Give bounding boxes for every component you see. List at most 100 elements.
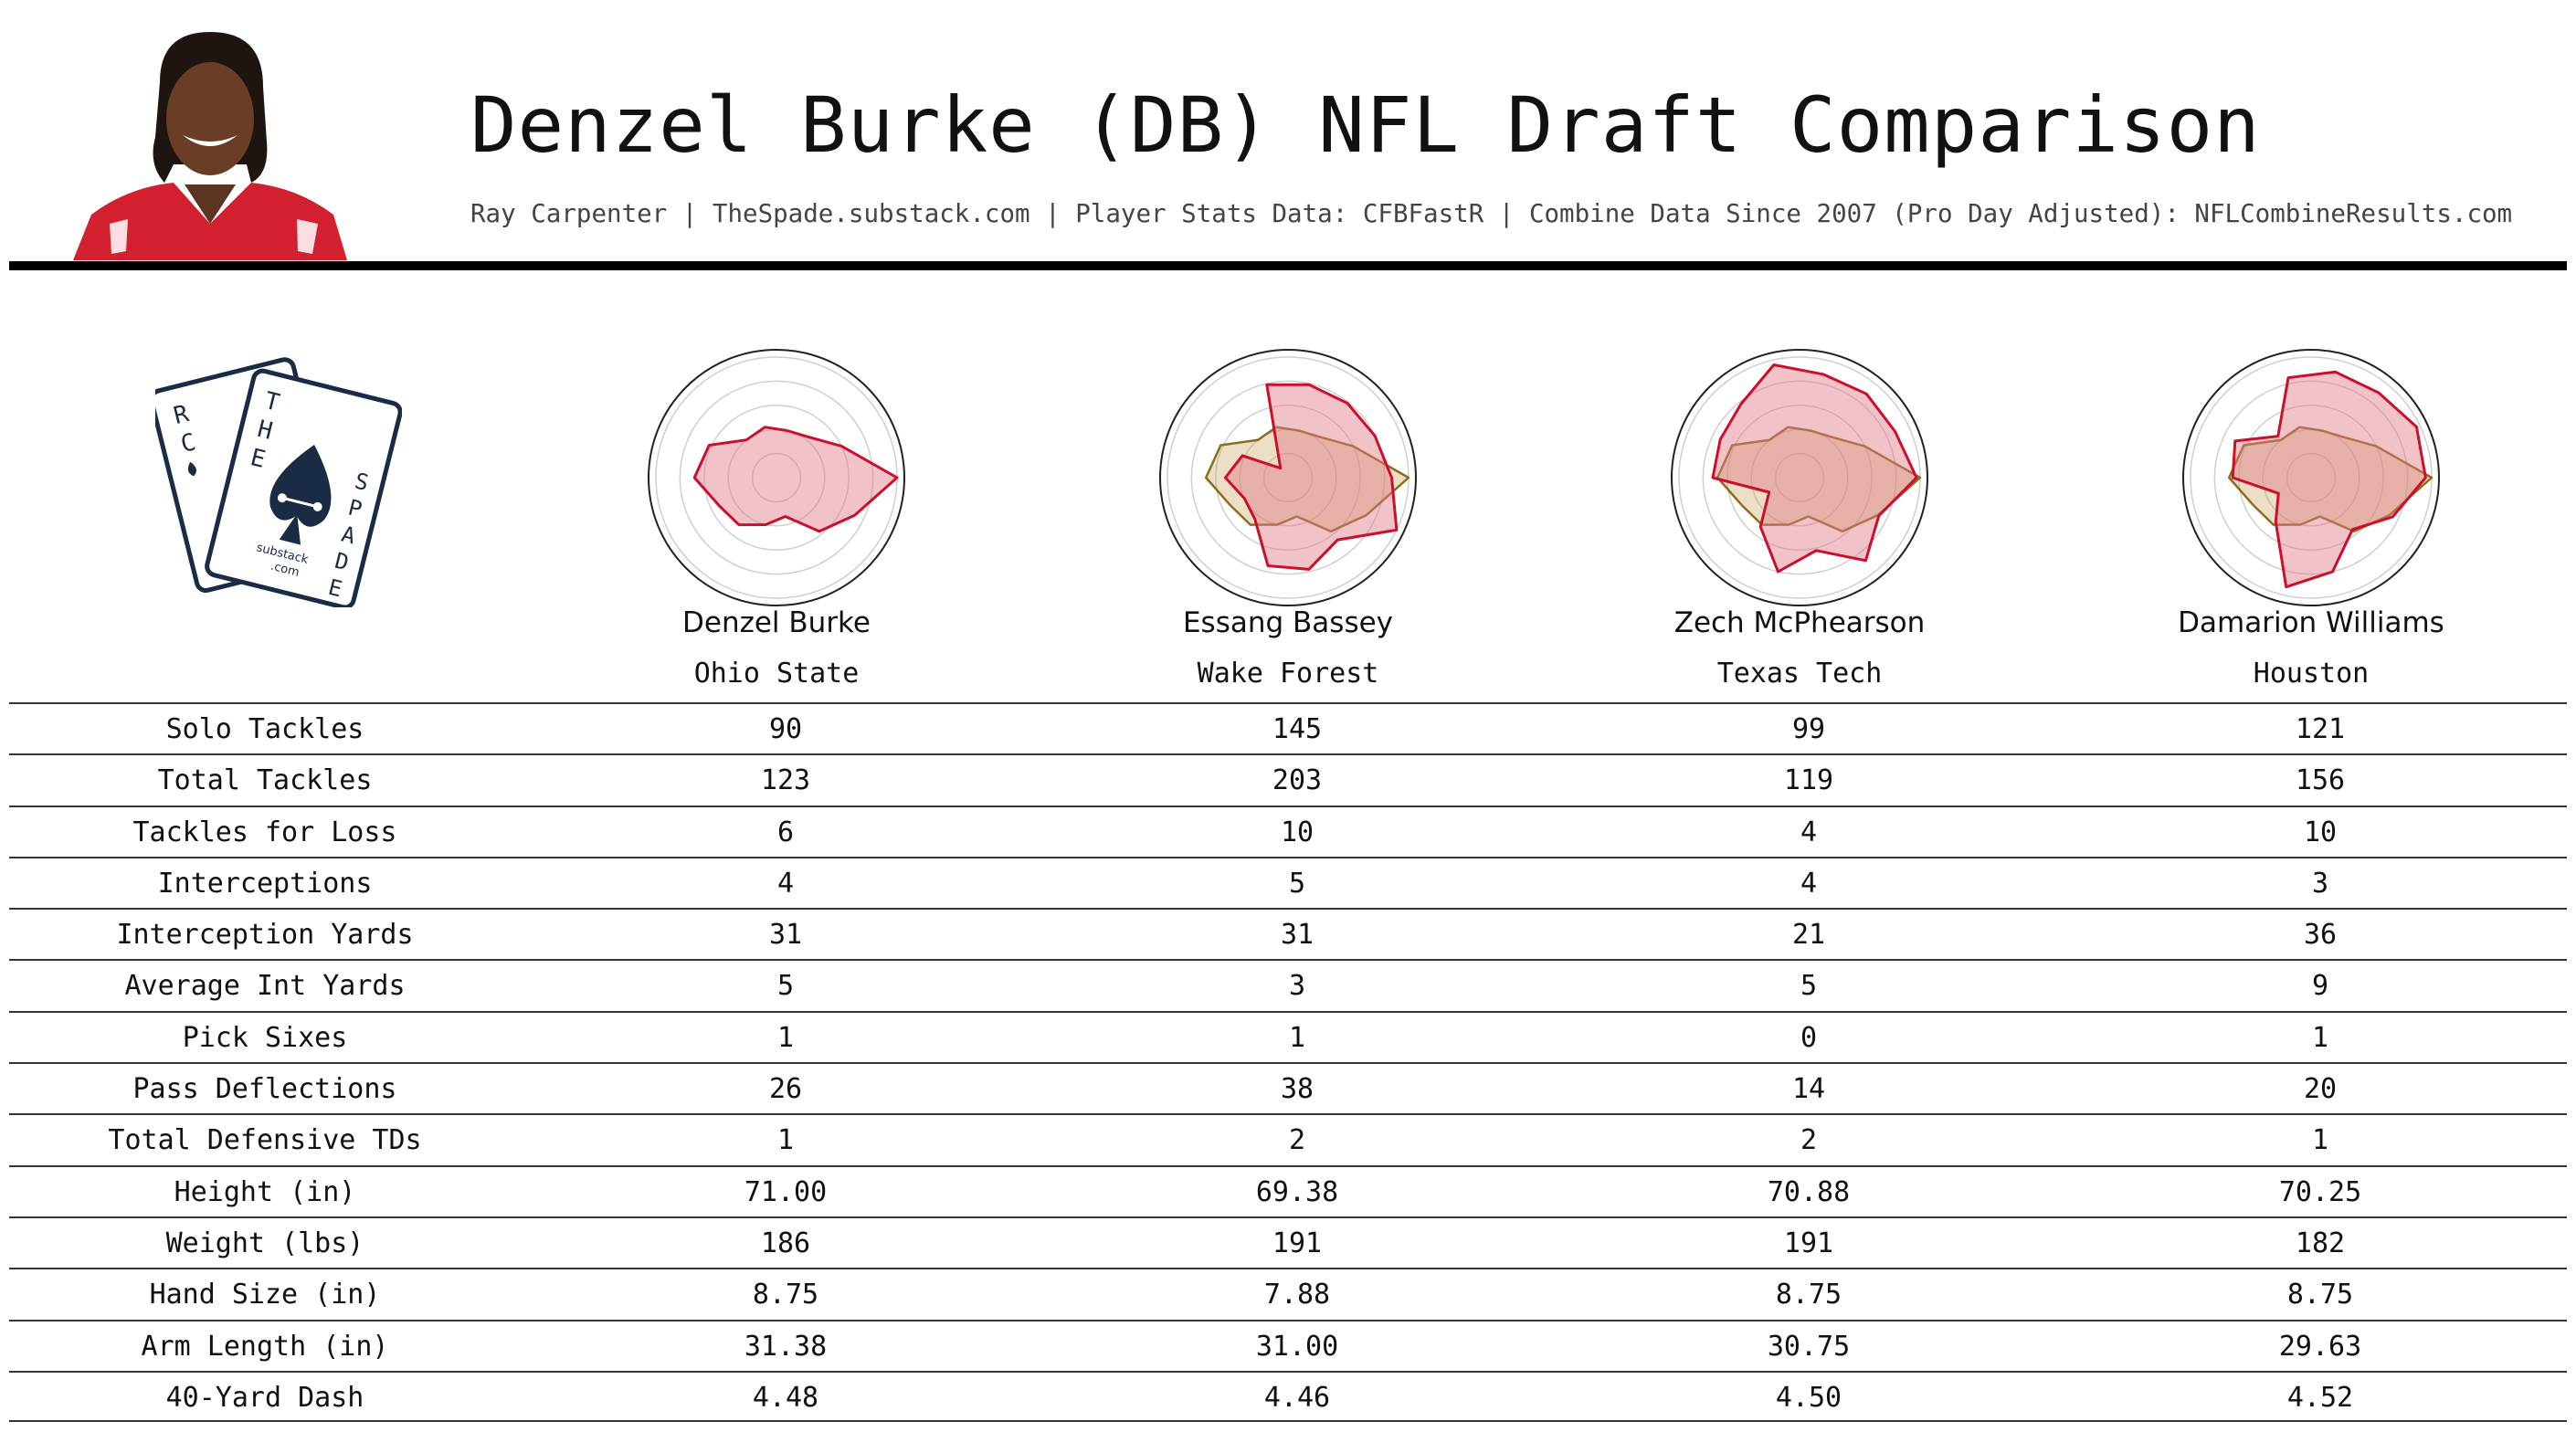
stat-value: 145 [1272,713,1323,745]
radar-chart-player-4 [2182,349,2440,606]
stat-value: 14 [1791,1073,1826,1106]
stat-label: Height (in) [174,1175,356,1208]
player-name: Denzel Burke [682,606,871,639]
radar-chart-player-3 [1671,349,1928,606]
logo-letter: R [171,400,192,430]
table-row: Pick Sixes 1 1 0 1 [9,1010,2567,1062]
stat-value: 0 [1800,1021,1818,1054]
logo-letter: H [255,416,275,446]
logo-letter: P [345,495,364,523]
radar-grid-ring [1262,452,1314,503]
stat-value: 21 [1791,919,1826,952]
stat-label: Average Int Yards [124,970,406,1003]
player-school: Houston [2253,658,2370,690]
stat-value: 191 [1272,1227,1323,1259]
stat-label: Solo Tackles [165,713,364,745]
table-row: Total Tackles 123 203 119 156 [9,753,2567,805]
radar-grid-ring [1190,380,1386,575]
header-divider [9,261,2567,270]
page-title: Denzel Burke (DB) NFL Draft Comparison [470,80,2261,170]
table-row: Weight (lbs) 186 191 191 182 [9,1216,2567,1268]
player-name: Essang Bassey [1182,606,1394,639]
stats-table: Solo Tackles 90 145 99 121 Total Tackles 123 2… [9,702,2567,1423]
stat-value: 30.75 [1767,1330,1851,1363]
table-row: Tackles for Loss 6 10 4 10 [9,805,2567,857]
stat-value: 4.52 [2286,1381,2354,1414]
stat-value: 71.00 [744,1175,828,1208]
stat-value: 4 [776,867,795,900]
stat-value: 10 [2303,816,2338,848]
stat-value: 4.46 [1263,1381,1331,1414]
stat-value: 31.00 [1255,1330,1339,1363]
stat-value: 4.48 [752,1381,819,1414]
radar-grid-ring [2238,405,2384,551]
radar-grid-ring [751,452,802,503]
stat-value: 99 [1791,713,1826,745]
stat-value: 36 [2303,919,2338,952]
radar-grid-ring [2213,380,2409,575]
radar-grid-ring [1726,405,1873,551]
radar-chart-player-2 [1159,349,1417,606]
stat-value: 186 [760,1227,811,1259]
stat-value: 70.25 [2278,1175,2362,1208]
stat-label: Arm Length (in) [141,1330,389,1363]
radar-grid-ring [1215,405,1361,551]
stat-value: 156 [2295,764,2346,797]
radar-chart-player-1 [648,349,905,606]
table-row: Average Int Yards 5 3 5 9 [9,959,2567,1010]
radar-outer-ring [1159,349,1417,606]
stat-value: 2 [1800,1124,1818,1157]
stat-value: 90 [768,713,803,745]
logo-letter: D [333,548,352,576]
stat-value: 5 [1800,970,1818,1003]
stat-value: 20 [2303,1073,2338,1106]
stat-label: Pass Deflections [132,1073,397,1106]
stat-value: 31 [1280,919,1314,952]
header: Denzel Burke (DB) NFL Draft Comparison R… [0,0,2576,274]
logo-com-text: .com [269,560,301,580]
stat-value: 38 [1280,1073,1314,1106]
table-row: Hand Size (in) 8.75 7.88 8.75 8.75 [9,1268,2567,1319]
stat-value: 123 [760,764,811,797]
table-row: Arm Length (in) 31.38 31.00 30.75 29.63 [9,1319,2567,1371]
stat-label: Interception Yards [116,919,414,952]
stat-value: 4 [1800,816,1818,848]
stat-label: Hand Size (in) [149,1279,381,1311]
stat-value: 2 [1288,1124,1306,1157]
radar-grid-ring [679,380,874,575]
stat-value: 29.63 [2278,1330,2362,1363]
table-row: Pass Deflections 26 38 14 20 [9,1062,2567,1113]
radar-series-polygon [692,426,899,533]
stat-label: Total Tackles [157,764,373,797]
stat-value: 3 [1288,970,1306,1003]
stat-value: 5 [776,970,795,1003]
radar-outer-ring [2182,349,2440,606]
table-row: Total Defensive TDs 1 2 2 1 [9,1113,2567,1164]
stat-value: 1 [776,1021,795,1054]
stat-value: 70.88 [1767,1175,1851,1208]
logo-letter: T [262,387,283,417]
logo-letter: C [178,428,198,458]
player-school: Texas Tech [1716,658,1883,690]
table-row: Height (in) 71.00 69.38 70.88 70.25 [9,1164,2567,1216]
table-row: Interception Yards 31 31 21 36 [9,908,2567,959]
page-subtitle: Ray Carpenter | TheSpade.substack.com | … [470,199,2513,228]
stat-value: 9 [2311,970,2329,1003]
stat-value: 69.38 [1255,1175,1339,1208]
radar-series-polygon [2231,370,2427,589]
stat-value: 1 [2311,1124,2329,1157]
radar-comparison-polygon [1204,426,1410,533]
player-school: Wake Forest [1197,658,1379,690]
the-spade-logo: R C T H E S P A D E substack .com [155,357,402,607]
stat-value: 31 [768,919,803,952]
table-row: Interceptions 4 5 4 3 [9,856,2567,908]
stat-value: 8.75 [1775,1279,1842,1311]
stat-label: Total Defensive TDs [108,1124,422,1157]
stat-value: 3 [2311,867,2329,900]
stat-label: Interceptions [157,867,373,900]
player-headshot [73,32,347,260]
table-row: 40-Yard Dash 4.48 4.46 4.50 4.52 [9,1370,2567,1423]
logo-letter: S [353,468,372,496]
radar-grid-ring [1774,452,1825,503]
stat-value: 182 [2295,1227,2346,1259]
